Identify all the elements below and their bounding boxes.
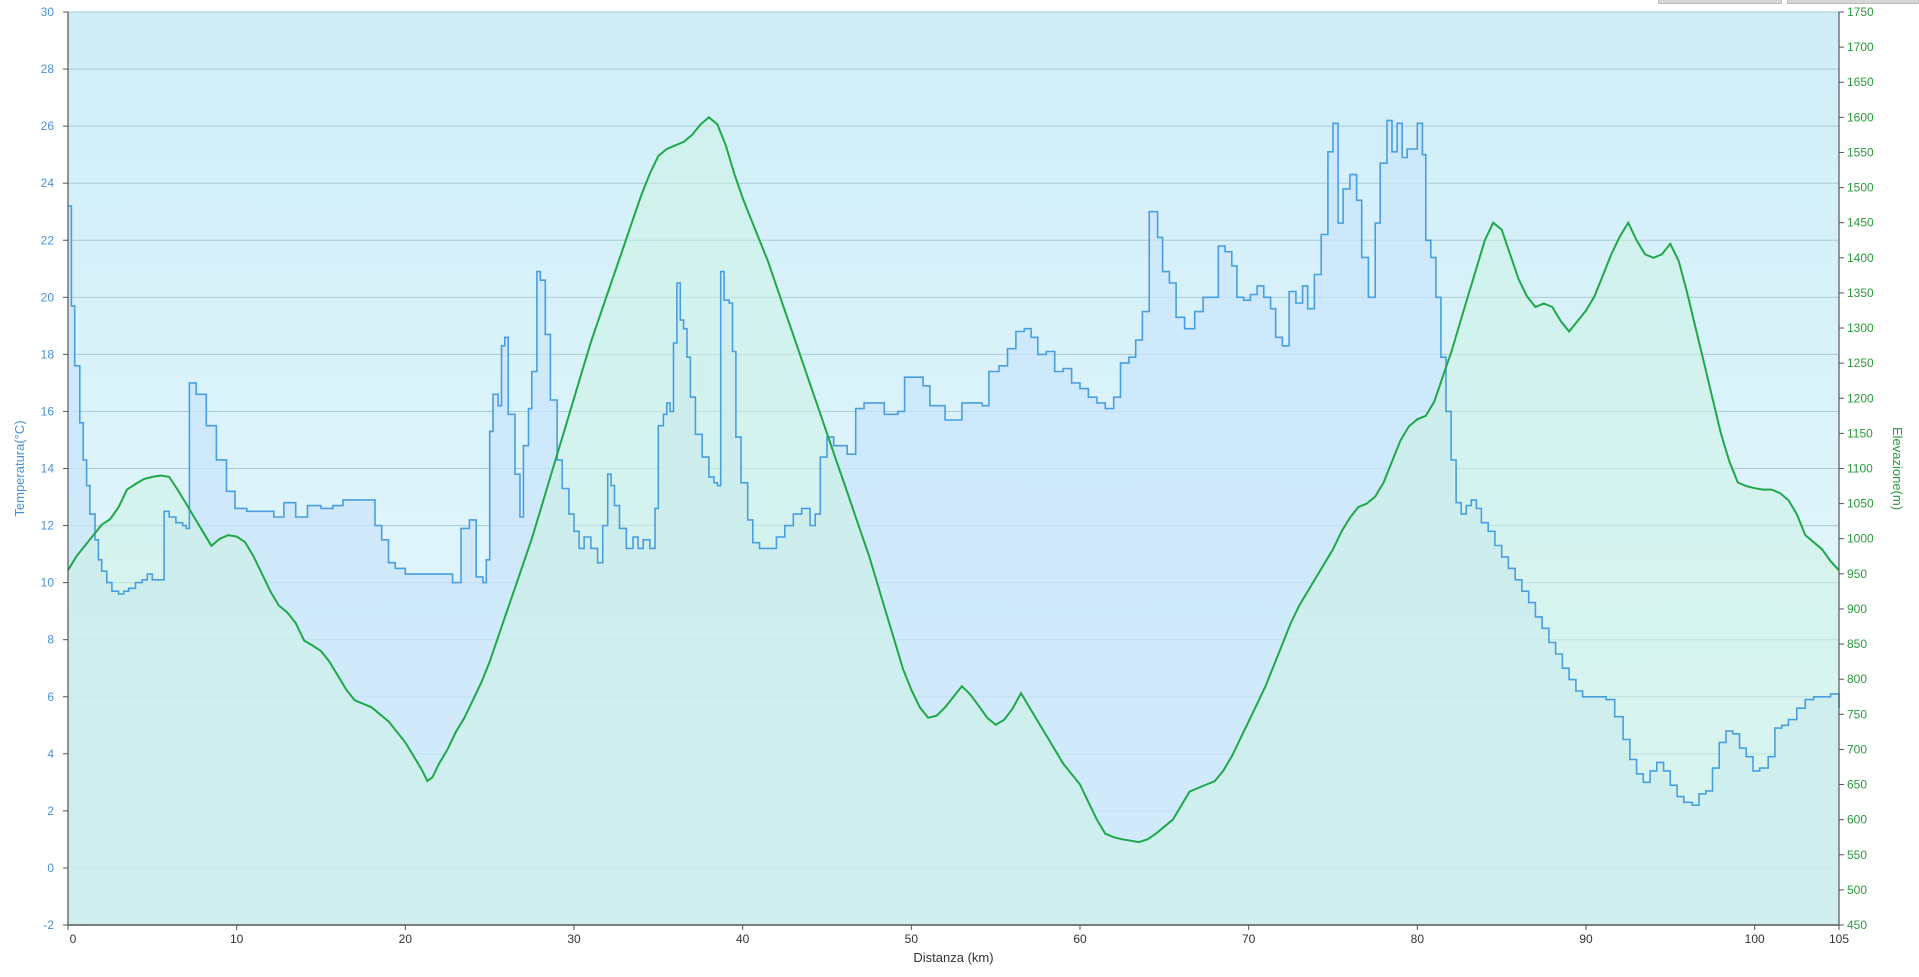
y-right-tick-label: 1250 <box>1847 356 1874 370</box>
temperature-line <box>68 119 1840 806</box>
y-right-tick-label: 550 <box>1847 848 1867 862</box>
series-layer <box>67 115 1840 926</box>
y-right-tick-label: 1150 <box>1847 426 1873 440</box>
y-right-tick-label: 1200 <box>1847 391 1874 405</box>
y-left-tick-label: 6 <box>47 690 54 704</box>
y-right-tick-label: 750 <box>1847 707 1867 721</box>
y-left-tick-label: 0 <box>47 861 54 875</box>
x-tick-label: 60 <box>1073 932 1087 946</box>
y-left-tick-label: 26 <box>41 119 55 133</box>
x-tick-label: 0 <box>70 932 77 946</box>
y-left-tick-label: 16 <box>41 404 55 418</box>
x-tick-label: 40 <box>736 932 750 946</box>
y-right-tick-label: 600 <box>1847 813 1867 827</box>
y-left-tick-label: 30 <box>41 5 55 19</box>
y-right-tick-label: 1000 <box>1847 532 1874 546</box>
y-right-tick-label: 1650 <box>1847 75 1874 89</box>
x-tick-label: 20 <box>399 932 413 946</box>
y-right-tick-label: 450 <box>1847 918 1867 932</box>
y-right-tick-label: 1700 <box>1847 40 1874 54</box>
y-right-tick-label: 900 <box>1847 602 1867 616</box>
y-right-tick-label: 1450 <box>1847 216 1874 230</box>
y-left-tick-label: 22 <box>41 233 55 247</box>
y-left-tick-label: -2 <box>43 918 54 932</box>
window-tab-2[interactable] <box>1787 0 1919 4</box>
y-left-tick-label: 14 <box>41 462 55 476</box>
y-right-tick-label: 500 <box>1847 883 1867 897</box>
y-left-axis-title: Temperatura(°C) <box>12 420 27 516</box>
y-right-tick-label: 1350 <box>1847 286 1874 300</box>
x-axis-title: Distanza (km) <box>913 950 993 965</box>
y-right-tick-label: 1600 <box>1847 110 1874 124</box>
y-left-tick-label: 8 <box>47 633 54 647</box>
y-right-tick-label: 1300 <box>1847 321 1874 335</box>
y-right-tick-label: 1750 <box>1847 5 1874 19</box>
x-tick-label: 90 <box>1579 932 1593 946</box>
elevation-line <box>67 115 1840 844</box>
x-tick-label: 50 <box>905 932 919 946</box>
y-left-tick-label: 28 <box>41 62 55 76</box>
tick-labels: -202468101214161820222426283045050055060… <box>41 5 1874 946</box>
y-left-tick-label: 10 <box>41 576 55 590</box>
x-tick-label: 30 <box>567 932 581 946</box>
y-left-tick-label: 2 <box>47 804 54 818</box>
elevation-area <box>68 117 1839 926</box>
y-right-tick-label: 850 <box>1847 637 1867 651</box>
y-left-tick-label: 18 <box>41 347 55 361</box>
y-right-tick-label: 1500 <box>1847 181 1874 195</box>
x-tick-label: 100 <box>1745 932 1765 946</box>
y-right-tick-label: 950 <box>1847 567 1867 581</box>
window-tab-1[interactable] <box>1658 0 1782 4</box>
x-tick-label: 80 <box>1411 932 1425 946</box>
y-right-tick-label: 650 <box>1847 778 1867 792</box>
y-right-tick-label: 1100 <box>1847 462 1873 476</box>
y-right-tick-label: 1400 <box>1847 251 1874 265</box>
y-left-tick-label: 4 <box>47 747 54 761</box>
y-right-tick-label: 800 <box>1847 672 1867 686</box>
y-left-tick-label: 20 <box>41 290 55 304</box>
y-left-tick-label: 12 <box>41 519 55 533</box>
y-right-tick-label: 1550 <box>1847 145 1874 159</box>
y-left-tick-label: 24 <box>41 176 55 190</box>
x-tick-label: 105 <box>1829 932 1849 946</box>
y-right-tick-label: 700 <box>1847 742 1867 756</box>
y-right-axis-title: Elevazione(m) <box>1890 427 1905 510</box>
x-tick-label: 10 <box>230 932 244 946</box>
x-tick-label: 70 <box>1242 932 1256 946</box>
y-right-tick-label: 1050 <box>1847 497 1874 511</box>
